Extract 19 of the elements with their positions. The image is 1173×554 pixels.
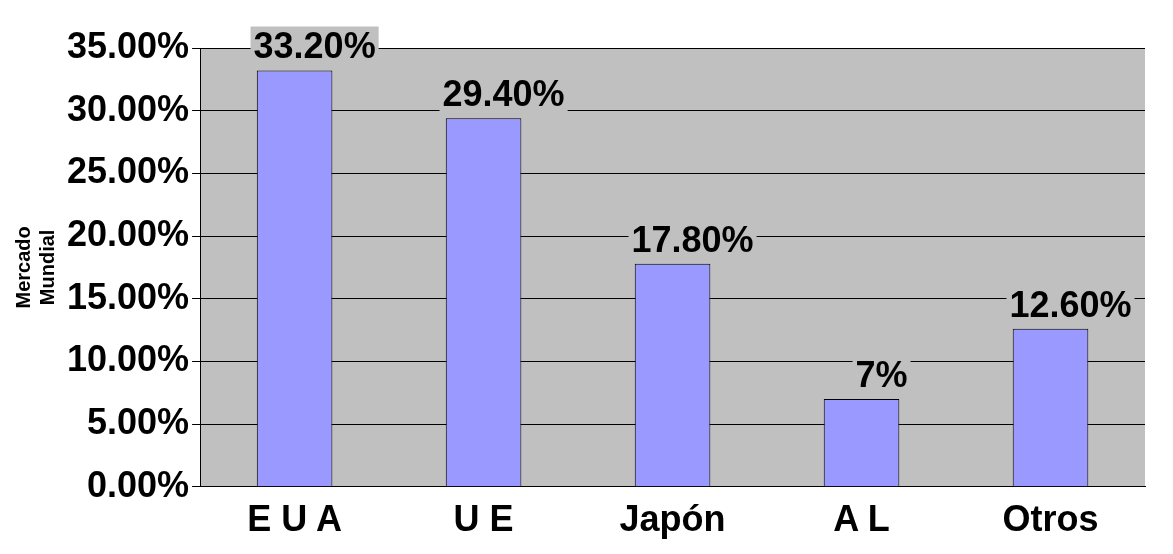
y-tick-label: 15.00%: [66, 275, 190, 317]
x-tick-label: U E: [453, 498, 514, 540]
y-tick-label: 0.00%: [87, 463, 190, 505]
x-tick-label: Japón: [619, 498, 726, 540]
y-tick-label: 25.00%: [66, 150, 190, 192]
x-tick-label: Otros: [1002, 498, 1099, 540]
y-tick-label: 30.00%: [66, 87, 190, 129]
y-tick-label: 20.00%: [66, 212, 190, 254]
y-tick-label: 35.00%: [66, 24, 190, 66]
x-tick-label: A L: [833, 498, 890, 540]
y-tick-label: 5.00%: [87, 401, 190, 443]
data-label: 12.60%: [1009, 283, 1132, 325]
y-tick-label: 10.00%: [66, 338, 190, 380]
data-label: 17.80%: [631, 218, 754, 260]
y-axis-title: Mercado Mundial: [11, 226, 58, 309]
data-label: 33.20%: [253, 25, 376, 67]
data-label: 29.40%: [442, 73, 565, 115]
data-label: 7%: [855, 353, 908, 395]
x-tick-label: E U A: [247, 498, 342, 540]
